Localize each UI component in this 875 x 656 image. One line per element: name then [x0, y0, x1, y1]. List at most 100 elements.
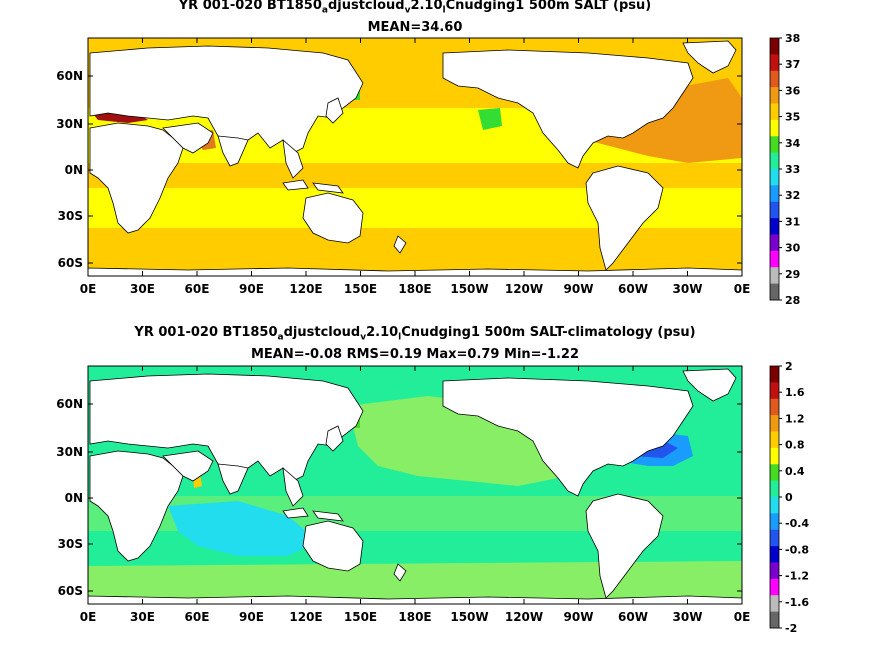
colorbar-segment	[770, 415, 779, 432]
lon-label: 60W	[618, 610, 648, 624]
lat-label: 60S	[58, 256, 83, 270]
colorbar-label: 2	[785, 360, 793, 373]
colorbar-segment	[770, 595, 779, 613]
colorbar-segment	[770, 234, 779, 252]
colorbar-segment	[770, 185, 779, 203]
colorbar-label: 35	[785, 111, 800, 124]
colorbar-label: 31	[785, 215, 800, 228]
colorbar-segment	[770, 546, 779, 563]
colorbar-segment	[770, 398, 779, 416]
top-salinity-map: 60N 30N 0N 30S 60S 0E 30E 60E 90E 120E 150E 180E 15…	[56, 37, 751, 296]
colorbar-label: 28	[785, 294, 800, 307]
lon-label: 180E	[398, 610, 431, 624]
lon-label: 0E	[734, 282, 751, 296]
lat-label: 60N	[56, 69, 83, 83]
colorbar-label: 33	[785, 163, 800, 176]
lon-label: 30E	[130, 610, 155, 624]
lat-label: 30S	[58, 537, 83, 551]
colorbar-segment	[770, 497, 779, 514]
colorbar-segment	[770, 529, 779, 547]
colorbar-segment	[770, 267, 779, 285]
colorbar-label: 29	[785, 268, 800, 281]
lon-label: 120W	[505, 282, 543, 296]
lat-label: 60N	[56, 397, 83, 411]
colorbar-segment	[770, 578, 779, 596]
colorbar-label: 0	[785, 491, 793, 504]
indian-ocean-negative-anomaly	[168, 501, 318, 556]
lat-label: 30N	[56, 117, 83, 131]
top-colorbar: 38 37 36 35 34 33 32 31 30 29 28	[769, 32, 801, 307]
lon-label: 180E	[398, 282, 431, 296]
lon-label: 90E	[239, 610, 264, 624]
colorbar-label: 0.8	[785, 439, 805, 452]
salinity-band-southern-ocean	[88, 228, 742, 276]
colorbar-segment	[770, 218, 779, 235]
southern-ocean-positive-anomaly	[88, 561, 742, 604]
colorbar-segment	[770, 447, 779, 465]
lon-label: 60E	[185, 610, 210, 624]
lon-label: 60E	[185, 282, 210, 296]
lat-label: 0N	[65, 163, 83, 177]
bottom-salinity-anomaly-map: 60N 30N 0N 30S 60S 0E 30E 60E 90E 120E 150E 180E 15…	[56, 365, 751, 624]
colorbar-segment	[770, 513, 779, 531]
colorbar-segment	[770, 431, 779, 449]
lon-label: 0E	[734, 610, 751, 624]
lat-label: 60S	[58, 584, 83, 598]
colorbar-segment	[770, 562, 779, 580]
lat-label: 30N	[56, 445, 83, 459]
colorbar-label: 36	[785, 84, 801, 97]
colorbar-segment	[770, 119, 779, 137]
colorbar-segment	[770, 54, 779, 72]
bottom-lat-axis: 60N 30N 0N 30S 60S	[56, 397, 742, 598]
lon-label: 30W	[673, 610, 703, 624]
pacific-low-salinity-patch	[478, 108, 502, 130]
top-map-stats: MEAN=34.60	[367, 20, 463, 35]
colorbar-label: 30	[785, 242, 801, 255]
lon-label: 120E	[289, 282, 322, 296]
top-map-title: YR 001-020 BT1850adjustcloudv2.10lCnudgi…	[178, 0, 652, 16]
colorbar-segment	[770, 611, 779, 629]
colorbar-segment	[770, 250, 779, 268]
lon-label: 150E	[344, 610, 377, 624]
lon-label: 90W	[564, 282, 594, 296]
colorbar-segment	[770, 464, 779, 482]
colorbar-segment	[770, 87, 779, 104]
top-lat-axis: 60N 30N 0N 30S 60S	[56, 69, 742, 270]
colorbar-label: 34	[785, 137, 801, 150]
lon-label: 30E	[130, 282, 155, 296]
colorbar-label: -0.8	[785, 543, 809, 556]
lon-label: 120W	[505, 610, 543, 624]
lon-label: 90E	[239, 282, 264, 296]
lon-label: 0E	[80, 610, 97, 624]
bottom-map-title: YR 001-020 BT1850adjustcloudv2.10lCnudgi…	[134, 325, 696, 343]
top-lon-axis: 0E 30E 60E 90E 120E 150E 180E 150W 120W 90W 60W 30W…	[80, 38, 751, 296]
lat-label: 30S	[58, 209, 83, 223]
colorbar-label: -0.4	[785, 517, 809, 530]
colorbar-segment	[770, 366, 779, 383]
colorbar-label: 0.4	[785, 465, 805, 478]
colorbar-label: 38	[785, 32, 800, 45]
colorbar-label: -1.6	[785, 596, 809, 609]
lat-label: 0N	[65, 491, 83, 505]
bottom-colorbar: 2 1.6 1.2 0.8 0.4 0 -0.4 -0.8 -1.2 -1.6 -2	[769, 360, 809, 635]
lon-label: 90W	[564, 610, 594, 624]
lon-label: 150E	[344, 282, 377, 296]
colorbar-segment	[770, 382, 779, 400]
lon-label: 150W	[450, 610, 488, 624]
colorbar-label: 37	[785, 58, 800, 71]
colorbar-label: 1.6	[785, 386, 805, 399]
colorbar-segment	[770, 152, 779, 170]
colorbar-segment	[770, 103, 779, 121]
colorbar-label: -2	[785, 622, 797, 635]
colorbar-segment	[770, 283, 779, 301]
colorbar-segment	[770, 201, 779, 219]
lon-label: 0E	[80, 282, 97, 296]
colorbar-label: 1.2	[785, 412, 805, 425]
bottom-map-stats: MEAN=-0.08 RMS=0.19 Max=0.79 Min=-1.22	[250, 347, 580, 362]
lon-label: 30W	[673, 282, 703, 296]
colorbar-label: 32	[785, 189, 800, 202]
colorbar-segment	[770, 480, 779, 498]
bottom-lon-axis: 0E 30E 60E 90E 120E 150E 180E 150W 120W 90W 60W 30W…	[80, 366, 751, 624]
colorbar-segment	[770, 169, 779, 186]
